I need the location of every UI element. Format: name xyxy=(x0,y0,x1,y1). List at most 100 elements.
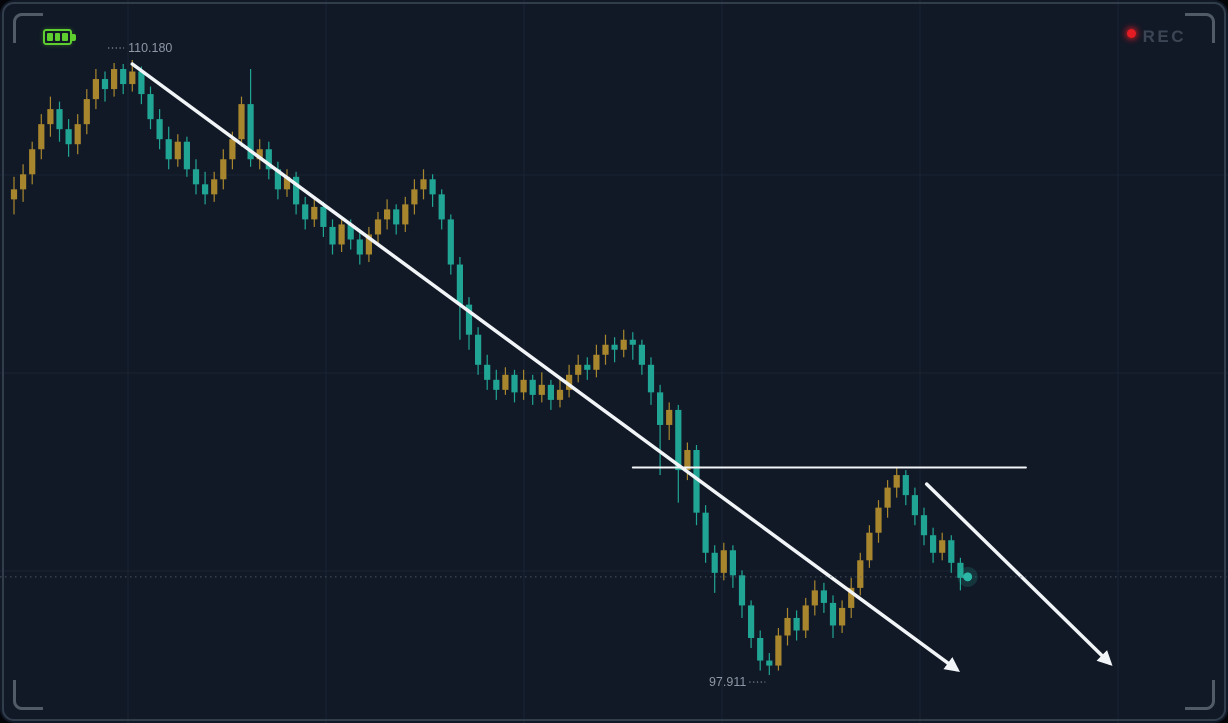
candle-body xyxy=(338,224,345,245)
candle-body xyxy=(111,69,118,90)
viewfinder-corner-top-right-icon xyxy=(1185,13,1215,43)
candle-body xyxy=(729,550,736,576)
candle-body xyxy=(202,184,209,195)
candle-body xyxy=(365,234,372,255)
candle-body xyxy=(183,141,190,170)
candle-body xyxy=(575,364,582,375)
candle-body xyxy=(456,264,463,305)
candle-body xyxy=(957,562,964,578)
candle-body xyxy=(666,409,673,425)
candle-body xyxy=(766,660,773,666)
candle-body xyxy=(684,450,691,471)
candle-body xyxy=(238,104,245,140)
candle-body xyxy=(174,141,181,160)
candle-body xyxy=(875,507,882,533)
candle-body xyxy=(647,364,655,393)
candle-body xyxy=(584,364,591,370)
candle-body xyxy=(911,495,918,516)
candle-body xyxy=(738,575,746,606)
candle-body xyxy=(138,71,145,95)
candle-body xyxy=(520,379,527,393)
candle-body xyxy=(857,560,864,588)
recording-dot-icon xyxy=(1126,29,1136,38)
candle-body xyxy=(802,605,809,631)
candle-body xyxy=(265,149,272,170)
candle-body xyxy=(429,179,436,195)
candle-body xyxy=(229,139,236,160)
candle-body xyxy=(629,339,636,345)
candle-body xyxy=(948,540,955,563)
candle-body xyxy=(884,487,891,508)
candle-body xyxy=(793,617,800,631)
candle-body xyxy=(311,206,318,220)
price-label: 97.911 xyxy=(709,675,746,689)
candle-body xyxy=(129,71,136,85)
candle-body xyxy=(848,587,855,608)
candle-body xyxy=(10,189,18,200)
candle-body xyxy=(930,535,937,553)
rec-label: REC xyxy=(1142,27,1186,46)
candle-body xyxy=(675,409,682,471)
battery-nub-icon xyxy=(72,34,76,41)
candle-body xyxy=(465,304,473,335)
candle-body xyxy=(538,384,545,395)
candle-body xyxy=(620,339,627,350)
candle-body xyxy=(420,179,427,190)
battery-cell-icon xyxy=(47,33,53,41)
viewfinder-corner-bottom-left-icon xyxy=(13,680,43,710)
battery-cell-icon xyxy=(62,33,69,41)
candle-body xyxy=(411,189,418,205)
candle-body xyxy=(693,450,700,513)
candle-body xyxy=(748,605,755,638)
candle-body xyxy=(329,226,336,245)
candle-body xyxy=(702,512,709,553)
candle-body xyxy=(20,174,27,190)
candle-body xyxy=(447,219,454,265)
candle-body xyxy=(274,169,281,190)
candle-body xyxy=(156,119,163,140)
candle-body xyxy=(74,124,81,145)
candle-body xyxy=(775,635,782,666)
candle-body xyxy=(384,209,391,220)
candle-body xyxy=(65,129,72,145)
battery-cell-icon xyxy=(54,33,61,41)
candle-body xyxy=(839,607,846,626)
breakdown-arrow xyxy=(924,482,1113,666)
viewfinder-corner-top-left-icon xyxy=(13,13,43,43)
downtrend-line-arrow xyxy=(130,62,960,672)
candle-body xyxy=(502,374,509,390)
candle-body xyxy=(820,590,827,603)
candle-body xyxy=(511,374,518,393)
viewfinder-corner-bottom-right-icon xyxy=(1185,680,1215,710)
candle-body xyxy=(147,94,154,120)
candle-body xyxy=(220,159,227,180)
candle-body xyxy=(438,194,445,220)
candle-body xyxy=(493,379,500,390)
candle-body xyxy=(83,99,90,125)
candle-body xyxy=(602,344,609,355)
candle-body xyxy=(320,206,327,227)
candle-body xyxy=(566,374,573,390)
candle-body xyxy=(893,475,900,488)
candle-body xyxy=(402,204,409,225)
candle-body xyxy=(611,344,618,350)
candle-body xyxy=(92,79,99,100)
candle-body xyxy=(120,69,127,85)
candle-body xyxy=(593,354,600,370)
candle-body xyxy=(293,176,300,205)
candle-body xyxy=(256,149,263,160)
candle-body xyxy=(920,515,928,536)
candle-body xyxy=(939,540,946,553)
price-label: 110.180 xyxy=(128,41,172,55)
candle-body xyxy=(720,550,727,573)
candle-body xyxy=(829,602,837,626)
candle-body xyxy=(757,637,764,661)
candle-body xyxy=(902,475,909,496)
candle-body xyxy=(529,379,536,395)
candle-body xyxy=(47,109,54,125)
candle-body xyxy=(165,139,172,160)
candle-body xyxy=(711,552,718,573)
candle-body xyxy=(784,617,791,636)
